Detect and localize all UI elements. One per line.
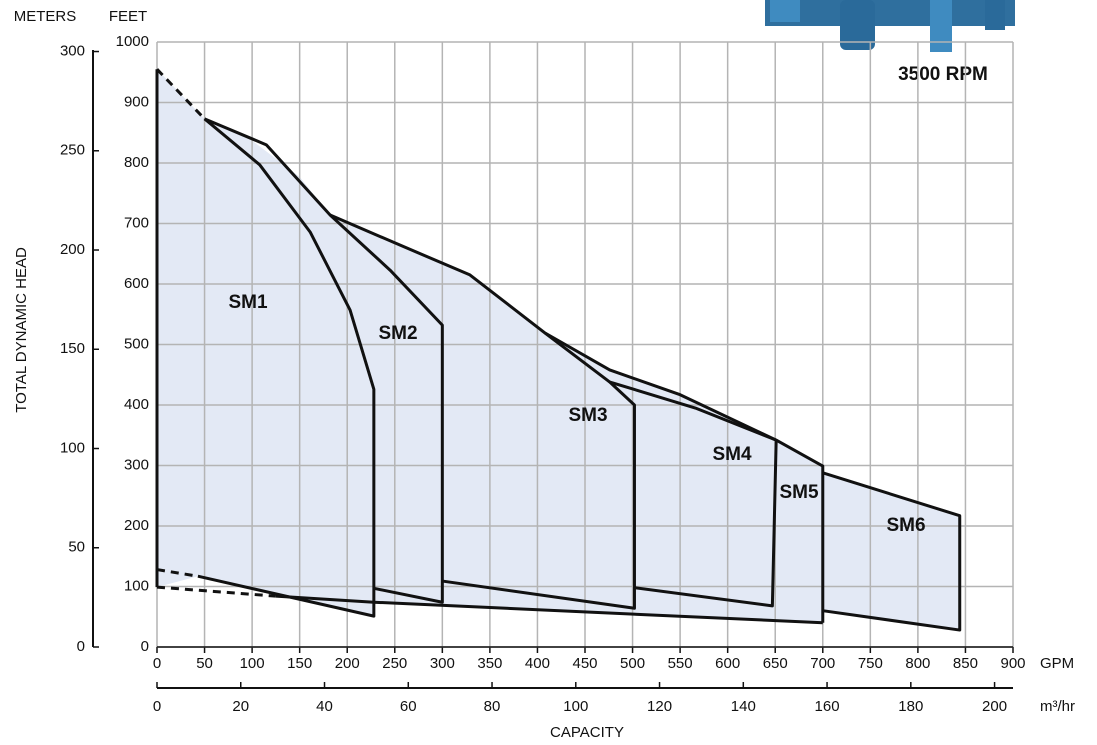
y-axis-title: TOTAL DYNAMIC HEAD	[13, 247, 30, 413]
model-label: SM5	[779, 482, 819, 503]
x-axis-title: CAPACITY	[550, 724, 624, 741]
x-tick-label: 300	[430, 655, 455, 672]
pump-foot	[930, 0, 952, 52]
x2-tick-label: 160	[815, 698, 840, 715]
model-outline	[822, 471, 962, 632]
x-tick-label: 400	[525, 655, 550, 672]
y-tick-label: 200	[124, 517, 149, 534]
x2-unit: m³/hr	[1040, 698, 1075, 715]
y2-tick-label: 100	[60, 439, 85, 456]
x2-tick-label: 180	[898, 698, 923, 715]
x-tick-label: 850	[953, 655, 978, 672]
x-tick-label: 50	[196, 655, 213, 672]
y2-tick-label: 300	[60, 42, 85, 59]
y-tick-label: 0	[141, 638, 149, 655]
x-tick-label: 700	[810, 655, 835, 672]
y-tick-label: 600	[124, 275, 149, 292]
y2-tick-label: 250	[60, 142, 85, 159]
x2-tick-label: 80	[484, 698, 501, 715]
model-outline	[329, 213, 636, 610]
pump-foot	[985, 0, 1005, 30]
x-tick-label: 750	[858, 655, 883, 672]
x2-tick-label: 200	[982, 698, 1007, 715]
y-unit: FEET	[109, 8, 147, 25]
pump-image	[765, 0, 1015, 52]
y-tick-label: 1000	[116, 33, 149, 50]
extrapolated-line	[156, 568, 199, 578]
model-outline	[775, 438, 825, 623]
y-tick-label: 800	[124, 154, 149, 171]
x2-tick-label: 40	[316, 698, 333, 715]
y-tick-label: 300	[124, 456, 149, 473]
model-outline	[197, 117, 376, 618]
pump-body	[765, 0, 1015, 26]
x2-tick-label: 0	[153, 698, 161, 715]
x-unit: GPM	[1040, 655, 1074, 672]
y2-tick-label: 0	[77, 638, 85, 655]
x-tick-label: 0	[153, 655, 161, 672]
y-tick-label: 700	[124, 214, 149, 231]
model-outline	[203, 117, 444, 604]
extrapolated-line	[156, 585, 277, 598]
y-tick-label: 500	[124, 335, 149, 352]
extrapolated-line	[155, 68, 206, 120]
x2-tick-label: 100	[563, 698, 588, 715]
y2-unit: METERS	[14, 8, 77, 25]
model-label: SM2	[378, 323, 417, 344]
coverage-area	[157, 69, 960, 631]
x-tick-label: 100	[240, 655, 265, 672]
y-tick-label: 900	[124, 93, 149, 110]
y2-tick-label: 200	[60, 241, 85, 258]
model-label: SM6	[886, 515, 925, 536]
x-tick-label: 650	[763, 655, 788, 672]
model-label: SM3	[568, 405, 607, 426]
pump-foot	[840, 0, 875, 50]
model-label: SM1	[228, 292, 268, 313]
x-tick-label: 450	[572, 655, 597, 672]
y-tick-label: 100	[124, 577, 149, 594]
y-tick-label: 400	[124, 396, 149, 413]
x-tick-label: 550	[668, 655, 693, 672]
x-tick-label: 600	[715, 655, 740, 672]
x-tick-label: 500	[620, 655, 645, 672]
x-tick-label: 350	[477, 655, 502, 672]
x-tick-label: 200	[335, 655, 360, 672]
model-label: SM4	[712, 444, 752, 465]
x-tick-label: 800	[905, 655, 930, 672]
boundary-line	[544, 331, 777, 442]
x-tick-label: 250	[382, 655, 407, 672]
x2-tick-label: 60	[400, 698, 417, 715]
rpm-label: 3500 RPM	[898, 64, 988, 85]
x2-tick-label: 20	[232, 698, 249, 715]
y2-tick-label: 50	[68, 539, 85, 556]
x2-tick-label: 120	[647, 698, 672, 715]
pump-foot	[770, 0, 800, 22]
x2-tick-label: 140	[731, 698, 756, 715]
x-tick-label: 150	[287, 655, 312, 672]
y2-tick-label: 150	[60, 340, 85, 357]
x-tick-label: 900	[1000, 655, 1025, 672]
